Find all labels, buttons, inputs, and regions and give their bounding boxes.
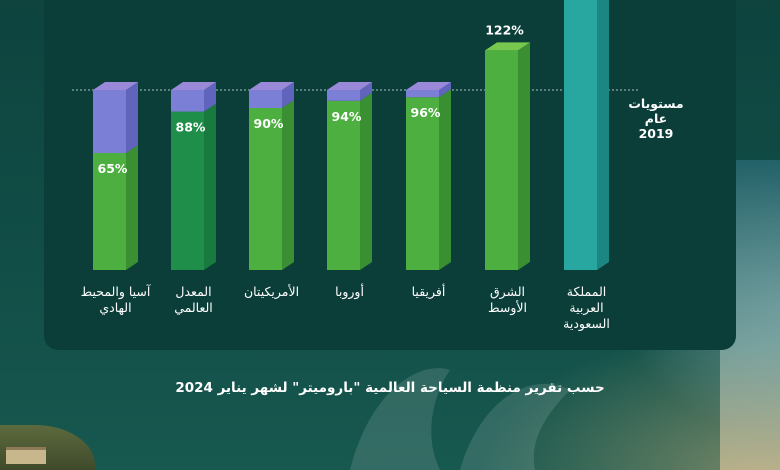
bar-3-value-side [360, 92, 372, 270]
category-label-3-0: أوروبا [335, 283, 364, 300]
bar-5-side [518, 42, 530, 271]
bar-3-value-label: 94% [332, 109, 362, 124]
bar-4-value-front [406, 97, 439, 270]
category-label-6-1: العربية [569, 300, 603, 316]
bar-1-value-side [204, 103, 216, 270]
bar-0-gap-top [93, 82, 138, 90]
category-label-5-0: الشرق [490, 284, 525, 300]
bar-4-value-label: 96% [411, 105, 441, 120]
bar-4-gap-top [406, 82, 451, 90]
bar-3-gap-side [360, 82, 372, 101]
bar-1-gap-side [204, 82, 216, 112]
bar-3-value-front [327, 100, 360, 270]
bar-6-side [597, 0, 609, 270]
reference-label-line-1: مستويات عام [628, 96, 684, 126]
watermark-logo [350, 368, 570, 470]
bar-5-value-label: 122% [485, 22, 524, 37]
landscape-ruin [6, 447, 46, 464]
category-label-5-1: الأوسط [488, 300, 527, 316]
bar-2-gap-front [249, 90, 282, 108]
category-label-0-0: آسيا والمحيط [81, 284, 151, 300]
category-label-4-0: أفريقيا [412, 283, 446, 300]
bar-3-gap-top [327, 82, 372, 90]
bar-0-value-side [126, 145, 138, 270]
source-caption: حسب تقرير منظمة السياحة العالمية "بارومي… [175, 380, 605, 396]
bar-0-gap-front [93, 90, 126, 153]
bar-0-gap-side [126, 82, 138, 153]
bar-4-gap-front [406, 90, 439, 98]
bar-4-value-side [439, 89, 451, 270]
bar-1-value-label: 88% [176, 120, 206, 135]
bar-2-value-side [282, 100, 294, 270]
reference-label-line-2: 2019 [638, 126, 674, 141]
category-label-0-1: الهادي [99, 300, 131, 316]
bar-2-gap-side [282, 82, 294, 108]
bar-1-gap-front [171, 90, 204, 112]
bar-1-gap-top [171, 82, 216, 90]
bar-1-value-front [171, 111, 204, 270]
bar-5-top [485, 42, 530, 51]
category-label-6-0: المملكة [567, 284, 606, 299]
category-label-2-0: الأمريكيتان [244, 284, 299, 300]
category-label-6-2: السعودية [563, 316, 610, 332]
reference-line-label: مستويات عام 2019 [618, 96, 694, 141]
bar-3-gap-front [327, 90, 360, 101]
bar-4-gap-side [439, 82, 451, 98]
bar-5-front [485, 50, 518, 271]
chart-panel [44, 0, 736, 350]
bar-2-value-label: 90% [254, 116, 284, 131]
bar-0-value-front [93, 153, 126, 270]
bar-2-gap-top [249, 82, 294, 90]
bar-6-front [564, 0, 597, 270]
bar-2-value-front [249, 108, 282, 270]
category-label-1-0: المعدل [175, 284, 211, 299]
category-label-1-1: العالمي [174, 300, 213, 315]
bar-0-value-label: 65% [98, 161, 128, 176]
